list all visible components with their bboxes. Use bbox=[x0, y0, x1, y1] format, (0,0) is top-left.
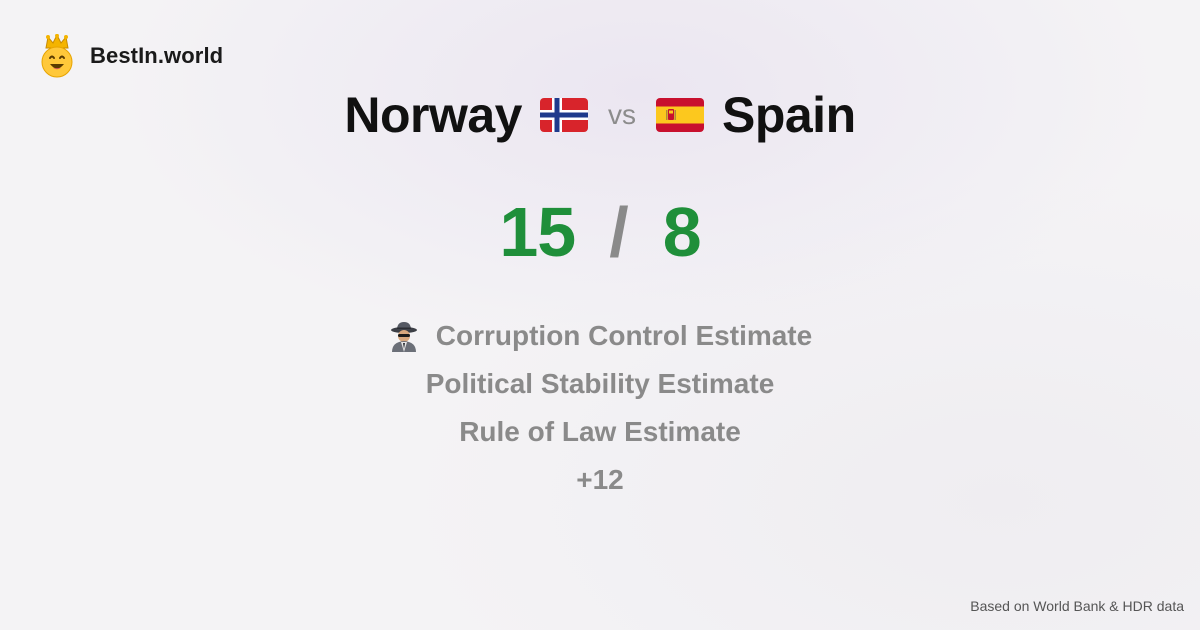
left-country-name: Norway bbox=[344, 87, 522, 143]
left-score: 15 bbox=[499, 193, 576, 271]
metric-item: Political Stability Estimate bbox=[426, 360, 775, 408]
metrics-list: Corruption Control Estimate Political St… bbox=[0, 312, 1200, 504]
data-source-note: Based on World Bank & HDR data bbox=[970, 598, 1184, 614]
brand-name: BestIn.world bbox=[90, 43, 224, 68]
metric-label: Political Stability Estimate bbox=[425, 368, 775, 399]
metric-label: Rule of Law Estimate bbox=[459, 416, 741, 447]
brand[interactable]: BestIn.world bbox=[38, 33, 224, 78]
spy-detective-icon bbox=[388, 320, 420, 352]
metric-label: Corruption Control Estimate bbox=[435, 320, 813, 351]
spain-flag-icon bbox=[655, 98, 704, 132]
metric-item: Corruption Control Estimate bbox=[388, 312, 812, 360]
right-score: 8 bbox=[662, 193, 702, 271]
crown-smiley-icon bbox=[38, 33, 76, 78]
score-separator: / bbox=[609, 193, 629, 271]
comparison-title: Norway vs Spain bbox=[0, 86, 1200, 144]
norway-flag-icon bbox=[539, 98, 588, 132]
score-row: 15 / 8 bbox=[0, 192, 1200, 272]
metric-item: Rule of Law Estimate bbox=[459, 408, 741, 456]
vs-label: vs bbox=[607, 99, 636, 130]
right-country-name: Spain bbox=[721, 87, 856, 143]
more-metrics-count: +12 bbox=[576, 464, 624, 495]
